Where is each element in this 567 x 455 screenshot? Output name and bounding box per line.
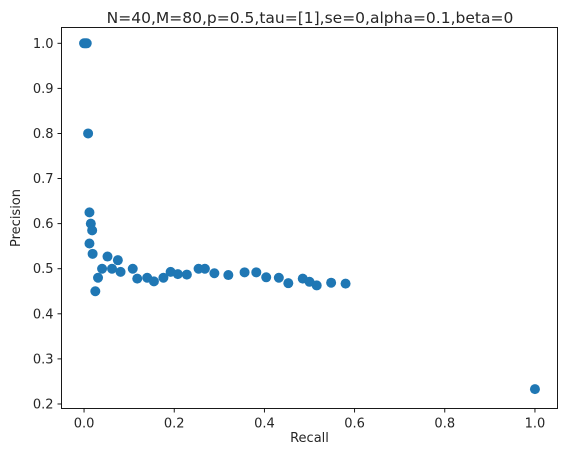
scatter-point (84, 207, 95, 218)
scatter-point (261, 272, 272, 283)
x-axis-label: Recall (290, 431, 329, 446)
x-tick-label: 0.4 (254, 417, 275, 432)
y-tick-label: 0.8 (33, 127, 54, 142)
scatter-point (209, 268, 220, 279)
scatter-point (181, 269, 192, 280)
scatter-point (97, 263, 108, 274)
x-tick-label: 1.0 (525, 417, 546, 432)
scatter-points (79, 38, 540, 395)
x-tick-label: 0.8 (434, 417, 455, 432)
scatter-point (93, 272, 104, 283)
scatter-point (273, 272, 284, 283)
scatter-point (84, 238, 95, 249)
y-tick-label: 0.2 (33, 397, 54, 412)
y-axis: 0.2 0.3 0.4 0.5 0.6 0.7 0.8 0.9 1.0 (33, 37, 62, 412)
scatter-point (112, 255, 123, 266)
scatter-point (87, 225, 98, 236)
scatter-point (158, 272, 169, 283)
y-tick-label: 0.9 (33, 82, 54, 97)
y-tick-label: 0.7 (33, 172, 54, 187)
x-tick-label: 0.0 (74, 417, 95, 432)
scatter-point (132, 273, 143, 284)
scatter-point (107, 263, 118, 274)
scatter-point (90, 286, 101, 297)
scatter-point (311, 280, 322, 291)
y-tick-label: 0.5 (33, 262, 54, 277)
scatter-point (326, 277, 337, 288)
scatter-point (87, 248, 98, 259)
scatter-point (251, 267, 262, 278)
y-tick-label: 0.3 (33, 352, 54, 367)
scatter-point (148, 276, 159, 287)
scatter-point (223, 270, 234, 281)
x-tick-label: 0.2 (164, 417, 185, 432)
scatter-point (529, 384, 540, 395)
chart-title: N=40,M=80,p=0.5,tau=[1],se=0,alpha=0.1,b… (107, 9, 514, 27)
scatter-point (115, 266, 126, 277)
scatter-point (102, 251, 113, 262)
scatter-point (83, 128, 94, 139)
y-axis-label: Precision (9, 189, 24, 247)
scatter-point (239, 267, 250, 278)
scatter-point (172, 269, 183, 280)
plot-area-frame (61, 27, 558, 409)
scatter-point (127, 263, 138, 274)
scatter-point (81, 38, 92, 49)
y-tick-label: 0.4 (33, 307, 54, 322)
scatter-point (340, 278, 351, 289)
y-tick-label: 1.0 (33, 37, 54, 52)
x-axis: 0.0 0.2 0.4 0.6 0.8 1.0 (74, 408, 546, 432)
scatter-point (199, 263, 210, 274)
x-tick-label: 0.6 (344, 417, 365, 432)
scatter-point (283, 278, 294, 289)
y-tick-label: 0.6 (33, 217, 54, 232)
